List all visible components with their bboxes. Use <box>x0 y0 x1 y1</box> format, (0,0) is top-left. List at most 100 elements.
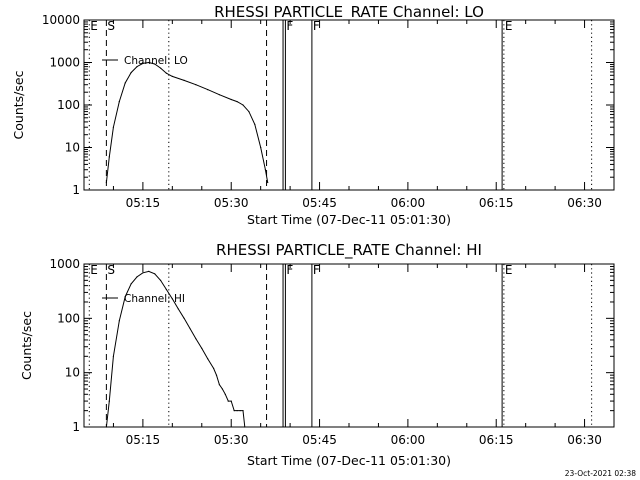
y-tick-label: 100 <box>57 311 80 325</box>
data-point <box>189 327 191 330</box>
data-point <box>142 62 144 64</box>
data-point <box>118 101 120 103</box>
x-tick-label: 06:00 <box>391 433 426 447</box>
data-point <box>215 374 218 376</box>
data-point <box>142 272 144 274</box>
data-point <box>130 72 132 74</box>
event-marker-label: F <box>313 263 320 277</box>
legend-label: Channel: LO <box>124 55 188 67</box>
data-point <box>148 270 150 272</box>
x-axis-label: Start Time (07-Dec-11 05:01:30) <box>247 212 451 227</box>
series-line <box>105 61 269 183</box>
x-tick-label: 05:30 <box>214 196 249 210</box>
y-tick-label: 1000 <box>49 257 80 271</box>
y-tick-label: 1000 <box>49 56 80 70</box>
data-point <box>112 126 114 128</box>
event-marker-label: S <box>107 19 115 33</box>
x-tick-label: 06:15 <box>479 433 514 447</box>
data-point <box>177 308 179 310</box>
x-tick-label: 06:00 <box>391 196 426 210</box>
data-point <box>136 66 138 68</box>
data-point <box>160 279 162 281</box>
data-point <box>118 320 120 322</box>
data-point <box>105 181 107 184</box>
event-marker-label: F <box>286 263 293 277</box>
data-point <box>124 296 126 298</box>
chart-title: RHESSI PARTICLE_RATE Channel: HI <box>216 241 482 260</box>
data-point <box>183 317 185 319</box>
plot-frame <box>83 19 615 191</box>
chart-title: RHESSI PARTICLE_RATE Channel: LO <box>214 3 484 22</box>
data-point <box>260 146 262 149</box>
event-marker-label: F <box>313 19 320 33</box>
x-tick-label: 06:30 <box>567 196 602 210</box>
data-point <box>230 98 232 101</box>
y-tick-label: 10000 <box>42 13 80 27</box>
data-point <box>239 410 241 412</box>
data-point <box>183 79 185 81</box>
footer-timestamp: 23-Oct-2021 02:38 <box>565 469 636 478</box>
data-point <box>171 298 173 300</box>
event-marker-label: S <box>107 263 115 277</box>
data-point <box>242 104 244 106</box>
data-point <box>242 410 244 412</box>
data-point <box>224 393 226 395</box>
data-point <box>154 63 156 65</box>
x-tick-label: 05:15 <box>126 433 161 447</box>
event-marker-label: E <box>505 19 513 33</box>
data-point <box>165 288 167 291</box>
data-point <box>221 388 223 390</box>
plot-frame <box>83 263 615 428</box>
data-point <box>254 123 256 125</box>
data-point <box>267 181 269 184</box>
x-tick-label: 06:30 <box>567 433 602 447</box>
data-point <box>105 426 107 428</box>
data-point <box>207 358 209 360</box>
x-tick-label: 05:15 <box>126 196 161 210</box>
data-point <box>195 84 197 86</box>
data-point <box>218 94 220 96</box>
y-tick-label: 1 <box>72 420 80 434</box>
legend-label: Channel: HI <box>124 293 185 305</box>
data-point <box>201 347 203 349</box>
data-point <box>218 384 220 386</box>
data-point <box>230 400 232 402</box>
data-point <box>213 367 215 369</box>
event-marker-label: E <box>90 263 98 277</box>
data-point <box>264 169 266 171</box>
data-point <box>154 273 156 275</box>
data-point <box>130 283 132 285</box>
x-tick-label: 05:45 <box>302 196 337 210</box>
x-tick-label: 06:15 <box>479 196 514 210</box>
y-tick-label: 1 <box>72 183 80 197</box>
x-axis-label: Start Time (07-Dec-11 05:01:30) <box>247 453 451 468</box>
data-point <box>236 410 238 412</box>
data-point <box>148 61 150 64</box>
y-tick-label: 100 <box>57 98 80 112</box>
data-point <box>227 400 229 402</box>
data-point <box>112 355 114 357</box>
data-point <box>233 410 235 412</box>
event-marker-label: E <box>90 19 98 33</box>
y-axis-label: Counts/sec <box>11 70 26 139</box>
data-point <box>236 101 238 103</box>
y-tick-label: 10 <box>65 366 80 380</box>
data-point <box>136 276 138 278</box>
panel-lo: RHESSI PARTICLE_RATE Channel: LO Counts/s… <box>11 3 615 227</box>
data-point <box>108 156 110 158</box>
data-point <box>124 82 126 84</box>
data-point <box>171 75 173 77</box>
data-point <box>207 89 209 91</box>
data-point <box>160 67 162 69</box>
data-point <box>244 426 246 428</box>
panel-hi: RHESSI PARTICLE_RATE Channel: HI Counts/s… <box>19 241 615 468</box>
y-tick-label: 10 <box>65 141 80 155</box>
data-point <box>108 400 110 402</box>
x-tick-label: 05:30 <box>214 433 249 447</box>
data-point <box>165 72 167 74</box>
data-point <box>248 111 250 113</box>
y-axis-label: Counts/sec <box>19 311 34 380</box>
event-marker-label: E <box>505 263 513 277</box>
x-tick-label: 05:45 <box>302 433 337 447</box>
